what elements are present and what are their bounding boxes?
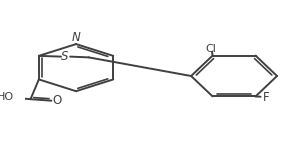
Text: N: N <box>72 31 80 45</box>
Text: F: F <box>263 91 269 104</box>
Text: Cl: Cl <box>206 44 217 54</box>
Text: S: S <box>61 50 69 63</box>
Text: O: O <box>53 94 62 107</box>
Text: HO: HO <box>0 92 14 102</box>
